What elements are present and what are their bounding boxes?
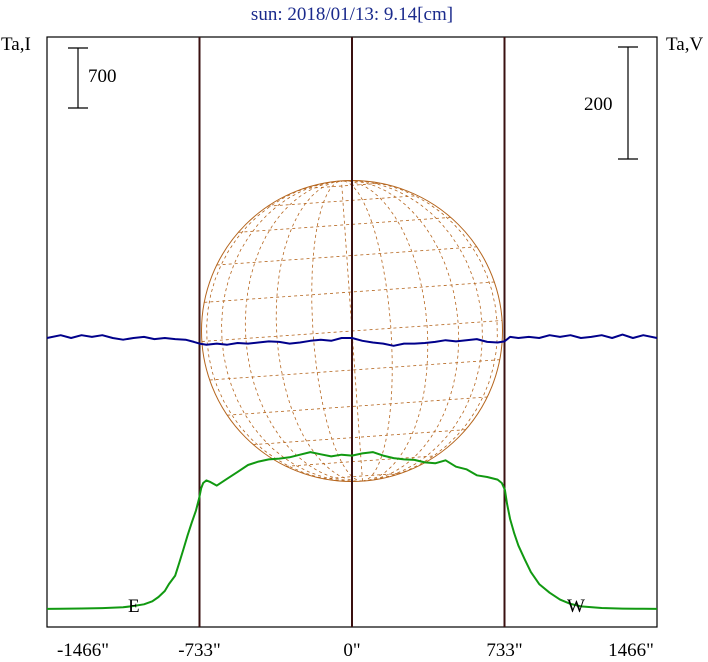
scale-bar-left <box>68 47 88 109</box>
west-limb-label: W <box>567 596 585 617</box>
sun-latitude-line <box>216 246 477 266</box>
x-tick-label: 0" <box>343 640 360 661</box>
sun-latitude-line <box>227 396 488 416</box>
x-tick-label: -733" <box>178 640 221 661</box>
scale-bar-right <box>618 46 638 160</box>
x-tick-label: 733" <box>486 640 522 661</box>
sun-latitude-line <box>267 195 419 207</box>
y-axis-label-right: Ta,V <box>666 34 703 55</box>
series-layer <box>46 333 658 610</box>
x-axis-ticks: -1466" -733" 0" 733" 1466" <box>57 640 654 661</box>
stokes-v-curve <box>46 333 658 347</box>
limb-lines <box>198 37 506 627</box>
east-limb-label: E <box>128 596 140 617</box>
sun-latitude-line <box>209 359 500 381</box>
scale-bar-right-label: 200 <box>584 94 613 115</box>
sun-latitude-line <box>285 455 437 467</box>
chart-title: sun: 2018/01/13: 9.14[cm] <box>251 4 453 25</box>
sun-latitude-line <box>302 182 381 190</box>
sun-meridian <box>221 180 363 482</box>
stokes-i-curve <box>46 451 658 610</box>
x-tick-label: 1466" <box>608 640 654 661</box>
sun-meridian <box>341 180 393 482</box>
sun-meridian <box>244 180 363 482</box>
sun-latitude-line <box>323 472 402 480</box>
sun-latitude-line <box>204 281 495 303</box>
scale-bar-left-label: 700 <box>88 66 117 87</box>
x-tick-label: -1466" <box>57 640 109 661</box>
y-axis-label-left: Ta,I <box>1 34 31 55</box>
